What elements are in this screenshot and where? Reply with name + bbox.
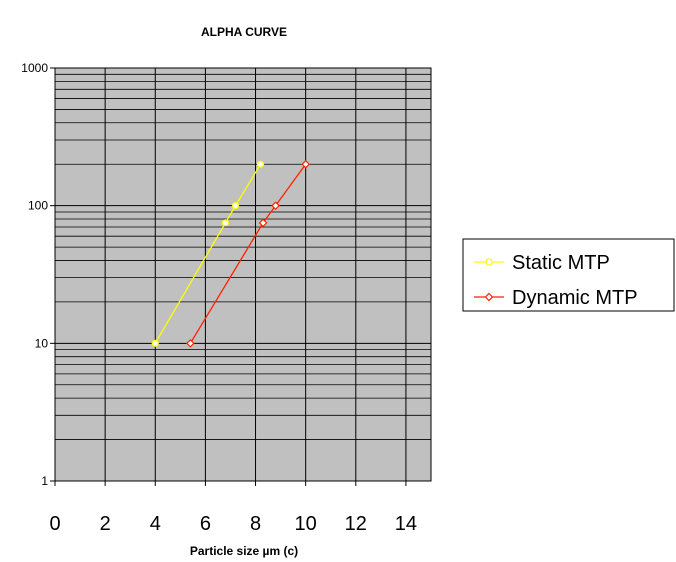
data-point bbox=[258, 218, 268, 228]
y-tick-label: 1000 bbox=[21, 61, 48, 75]
x-axis-label: Particle size µm (c) bbox=[190, 544, 298, 558]
legend-label: Static MTP bbox=[512, 252, 610, 274]
data-point bbox=[151, 339, 159, 347]
grid-lines bbox=[55, 68, 431, 481]
legend-label: Dynamic MTP bbox=[512, 287, 638, 309]
data-point bbox=[221, 219, 230, 227]
legend-swatch-marker bbox=[484, 292, 494, 302]
legend-item: Dynamic MTP bbox=[474, 287, 638, 309]
y-tick-label: 10 bbox=[35, 336, 49, 350]
y-tick-label: 100 bbox=[28, 199, 48, 213]
x-axis-ticks: 0 2 4 6 8 10 12 14 bbox=[49, 481, 417, 535]
x-tick-label: 12 bbox=[345, 513, 367, 535]
legend-item: Static MTP bbox=[474, 252, 610, 274]
data-point bbox=[256, 160, 265, 168]
y-axis-ticks: 1 10 100 1000 bbox=[21, 61, 55, 488]
x-tick-label: 0 bbox=[49, 513, 60, 535]
data-point bbox=[186, 338, 195, 348]
x-tick-label: 6 bbox=[200, 513, 211, 535]
x-tick-label: 14 bbox=[395, 513, 417, 535]
series-static-mtp bbox=[151, 160, 265, 347]
series-dynamic-mtp bbox=[186, 159, 311, 348]
plot-area bbox=[54, 67, 432, 482]
x-tick-label: 4 bbox=[150, 513, 161, 535]
legend-items: Static MTP Dynamic MTP bbox=[474, 252, 638, 309]
x-tick-label: 8 bbox=[250, 513, 261, 535]
data-point bbox=[271, 201, 280, 211]
legend-swatch-marker bbox=[485, 258, 493, 266]
data-point bbox=[231, 202, 240, 210]
legend-box bbox=[462, 238, 675, 312]
x-tick-label: 10 bbox=[295, 513, 317, 535]
series-layer bbox=[151, 159, 311, 348]
series-line bbox=[189, 163, 307, 344]
chart-title: ALPHA CURVE bbox=[201, 25, 287, 39]
legend: Static MTP Dynamic MTP bbox=[462, 238, 675, 312]
data-point bbox=[301, 159, 311, 169]
y-tick-label: 1 bbox=[41, 474, 48, 488]
series-line bbox=[154, 163, 262, 344]
x-tick-label: 2 bbox=[100, 513, 111, 535]
